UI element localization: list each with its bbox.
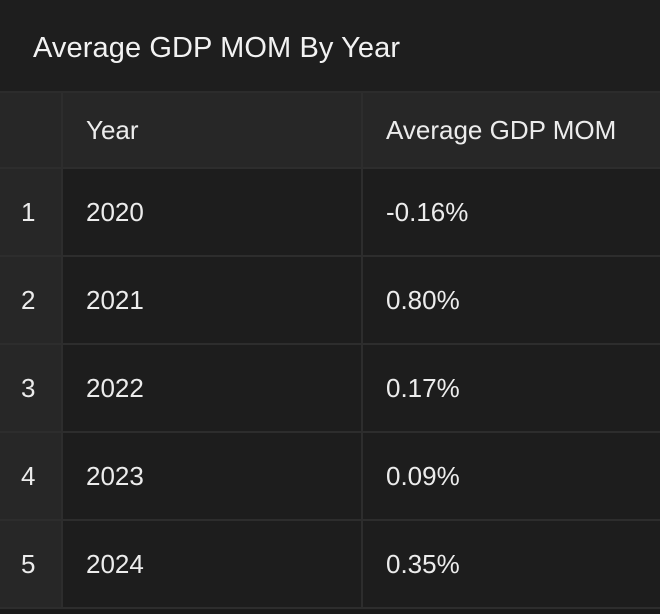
row-index: 1: [0, 168, 63, 257]
table-row: 4 2023 0.09%: [0, 432, 660, 521]
table-row: 5 2024 0.35%: [0, 520, 660, 609]
column-header-average-gdp-mom[interactable]: Average GDP MOM: [362, 93, 660, 169]
cell-average-gdp-mom[interactable]: 0.35%: [362, 520, 660, 609]
data-table: Year Average GDP MOM 1 2020 -0.16% 2 202…: [0, 93, 660, 609]
row-index: 3: [0, 344, 63, 433]
cell-average-gdp-mom[interactable]: 0.17%: [362, 344, 660, 433]
row-index: 2: [0, 256, 63, 345]
cell-year[interactable]: 2024: [62, 520, 363, 609]
cell-year[interactable]: 2023: [62, 432, 363, 521]
cell-average-gdp-mom[interactable]: 0.09%: [362, 432, 660, 521]
row-index: 4: [0, 432, 63, 521]
panel-title: Average GDP MOM By Year: [0, 0, 660, 93]
cell-year[interactable]: 2020: [62, 168, 363, 257]
cell-average-gdp-mom[interactable]: 0.80%: [362, 256, 660, 345]
index-column-header: [0, 93, 63, 169]
cell-year[interactable]: 2022: [62, 344, 363, 433]
cell-average-gdp-mom[interactable]: -0.16%: [362, 168, 660, 257]
column-header-label: Average GDP MOM: [386, 115, 617, 145]
cell-year[interactable]: 2021: [62, 256, 363, 345]
column-header-label: Year: [86, 115, 139, 145]
table-row: 1 2020 -0.16%: [0, 168, 660, 257]
table-row: 3 2022 0.17%: [0, 344, 660, 433]
column-header-year[interactable]: Year: [62, 93, 363, 169]
table-header-row: Year Average GDP MOM: [0, 93, 660, 169]
row-index: 5: [0, 520, 63, 609]
table-row: 2 2021 0.80%: [0, 256, 660, 345]
